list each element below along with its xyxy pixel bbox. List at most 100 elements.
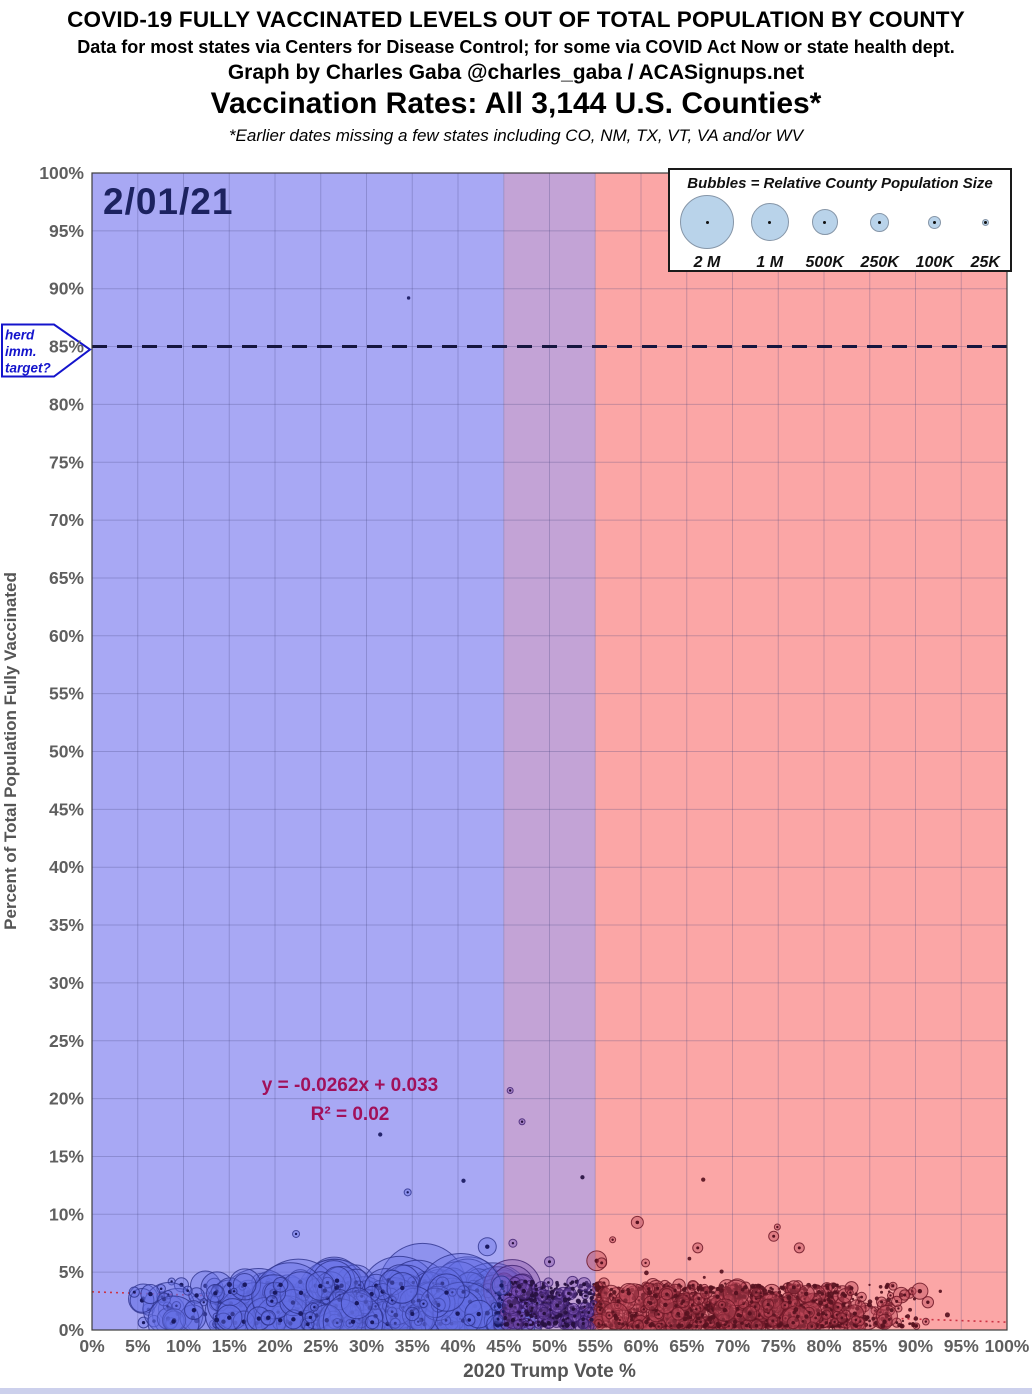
county-bubble — [908, 1307, 913, 1312]
legend-size-label: 250K — [860, 254, 899, 271]
county-bubble — [884, 1285, 889, 1290]
county-bubble — [529, 1293, 535, 1298]
county-bubble — [814, 1316, 818, 1320]
county-bubble — [913, 1316, 919, 1321]
county-bubble — [334, 1285, 340, 1290]
county-bubble — [498, 1296, 502, 1300]
county-bubble — [563, 1310, 568, 1315]
county-bubble — [804, 1314, 809, 1319]
county-bubble — [673, 1289, 677, 1293]
county-bubble — [749, 1300, 754, 1304]
county-bubble — [613, 1315, 619, 1321]
main-title: Vaccination Rates: All 3,144 U.S. Counti… — [210, 87, 822, 120]
y-tick-label: 20% — [49, 1089, 84, 1109]
x-tick-label: 0% — [79, 1336, 105, 1356]
county-bubble — [554, 1314, 560, 1320]
x-tick-label: 45% — [486, 1336, 521, 1356]
legend-item: 100K — [916, 194, 954, 272]
county-bubble — [570, 1286, 575, 1291]
county-bubble — [854, 1293, 858, 1297]
county-bubble — [546, 1321, 551, 1326]
county-bubble — [587, 1290, 592, 1296]
legend-item: 2 M — [680, 194, 734, 272]
footer-strip — [0, 1388, 1032, 1394]
county-bubble — [684, 1310, 690, 1316]
county-bubble — [595, 1288, 598, 1291]
county-bubble — [546, 1295, 550, 1299]
county-bubble — [880, 1323, 886, 1329]
x-tick-label: 60% — [623, 1336, 658, 1356]
county-bubble — [708, 1289, 713, 1294]
county-bubble — [785, 1323, 790, 1328]
county-bubble — [830, 1308, 833, 1312]
y-tick-label: 15% — [49, 1146, 84, 1166]
county-bubble — [598, 1293, 601, 1297]
y-tick-label: 65% — [49, 568, 84, 588]
y-tick-label: 10% — [49, 1204, 84, 1224]
county-bubble — [566, 1284, 570, 1287]
county-bubble — [869, 1324, 872, 1328]
county-bubble — [578, 1292, 583, 1297]
county-bubble — [644, 1319, 649, 1325]
legend-bubble-icon — [928, 215, 942, 229]
outlier-bubble — [580, 1175, 585, 1180]
county-bubble — [740, 1287, 745, 1292]
county-bubble — [549, 1289, 555, 1295]
county-bubble — [504, 1321, 510, 1327]
legend-size-label: 25K — [970, 254, 1000, 271]
county-bubble — [780, 1285, 786, 1291]
county-bubble — [612, 1290, 617, 1295]
county-bubble — [564, 1317, 568, 1321]
title-line-2: Data for most states via Centers for Dis… — [77, 37, 955, 57]
county-bubble — [795, 1314, 800, 1319]
county-bubble — [523, 1301, 527, 1305]
county-bubble — [644, 1270, 649, 1276]
county-bubble — [835, 1283, 839, 1288]
county-bubble — [866, 1302, 872, 1308]
y-tick-label: 95% — [49, 221, 84, 241]
county-bubble — [686, 1324, 692, 1329]
county-bubble — [887, 1317, 891, 1321]
x-tick-label: 5% — [125, 1336, 151, 1356]
legend-size-label: 2 M — [693, 254, 721, 271]
x-tick-label: 15% — [212, 1336, 247, 1356]
county-bubble — [690, 1309, 693, 1312]
county-bubble — [594, 1281, 600, 1287]
legend-bubble-icon — [680, 195, 734, 249]
region-blue-lean — [92, 173, 504, 1330]
county-bubble — [581, 1317, 585, 1322]
county-bubble — [827, 1291, 831, 1295]
legend-size-label: 100K — [915, 254, 954, 271]
y-tick-label: 40% — [49, 857, 84, 877]
x-tick-label: 35% — [395, 1336, 430, 1356]
county-bubble — [496, 1302, 502, 1308]
county-bubble — [584, 1294, 588, 1298]
county-bubble — [824, 1321, 828, 1325]
y-tick-label: 30% — [49, 973, 84, 993]
herd-callout-text: target? — [5, 361, 51, 376]
county-bubble — [531, 1321, 535, 1324]
county-bubble — [626, 1287, 630, 1292]
county-bubble — [911, 1322, 915, 1326]
county-bubble — [556, 1321, 559, 1324]
footnote-line: *Earlier dates missing a few states incl… — [228, 126, 804, 145]
county-bubble — [725, 1320, 729, 1324]
county-bubbles — [128, 1242, 950, 1330]
y-tick-label: 5% — [59, 1262, 85, 1282]
outlier-bubble — [461, 1178, 466, 1183]
county-bubble — [534, 1287, 539, 1291]
y-tick-label: 80% — [49, 394, 84, 414]
county-bubble — [532, 1298, 537, 1304]
county-bubble — [710, 1307, 714, 1311]
regression-equation: y = -0.0262x + 0.033 — [261, 1075, 439, 1096]
county-bubble — [816, 1312, 821, 1317]
county-bubble — [618, 1319, 621, 1322]
county-bubble — [696, 1316, 701, 1321]
y-tick-label: 25% — [49, 1031, 84, 1051]
x-tick-label: 50% — [532, 1336, 567, 1356]
county-bubble — [899, 1323, 903, 1327]
county-bubble — [669, 1324, 673, 1328]
county-bubble — [878, 1284, 883, 1289]
county-bubble — [609, 1287, 614, 1292]
